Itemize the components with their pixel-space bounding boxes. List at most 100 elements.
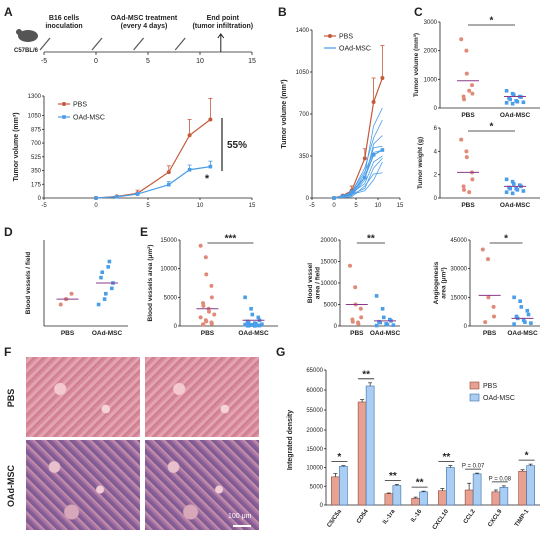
- chartG-legend-oad: OAd-MSC: [483, 395, 515, 402]
- chartA-xtick-label: -5: [41, 203, 47, 209]
- chartA-point: [94, 196, 98, 200]
- chartE2-point: [359, 315, 364, 320]
- chartE2-ytick-label: 5000: [324, 303, 338, 309]
- chartA-xtick-label: 0: [94, 203, 98, 209]
- chartA-ytick-label: 175: [31, 182, 42, 188]
- chartE3-ytick-label: 0: [464, 324, 468, 330]
- chartG-xcat: IL-1ra: [382, 508, 397, 525]
- chartC-weight-ytick-label: 4: [434, 149, 438, 155]
- chartG-bar: [384, 493, 394, 506]
- chartE1-point: [243, 322, 247, 327]
- endpoint-arrow-icon: [217, 33, 225, 52]
- chartG-xcat: CXCL9: [487, 508, 504, 528]
- chartE1-ytick-label: 5000: [164, 295, 178, 301]
- chartA-ytick-label: 1300: [28, 94, 42, 100]
- chartC-volume-point: [510, 101, 515, 106]
- timeline-tick-label: 5: [146, 58, 150, 65]
- row-label-oad: OAd-MSC: [6, 465, 16, 507]
- chartG-ytick-label: 0: [320, 503, 324, 509]
- chartE1-ytick-label: 0: [174, 324, 178, 330]
- chartG-bar: [438, 490, 447, 506]
- event-treatment: OAd-MSC treatment (every 4 days): [111, 15, 178, 30]
- chartE1-xcat: OAd-MSC: [238, 330, 269, 337]
- chartE3-point: [492, 314, 496, 319]
- chartD-xcat: OAd-MSC: [92, 330, 123, 337]
- chartB-legend-oad: OAd-MSC: [339, 46, 371, 53]
- chartE1-point: [246, 323, 251, 328]
- chartE3-point: [529, 321, 533, 325]
- chartG-sig: P = 0.08: [489, 476, 512, 482]
- chartG-ytick-label: 65000: [306, 368, 323, 374]
- chartG-bar: [472, 473, 482, 506]
- chartD-point: [96, 302, 101, 307]
- panel-letter-A: A: [4, 5, 13, 19]
- chartE1-point: [249, 307, 253, 311]
- chartG-bar: [526, 465, 535, 506]
- chartB-legend-pbs: PBS: [339, 34, 353, 41]
- chartC-volume-sig: *: [490, 16, 494, 27]
- chartE3-point: [486, 295, 491, 300]
- chartD-point: [106, 265, 110, 269]
- chartE1-point: [252, 324, 257, 328]
- chartE2-point: [353, 285, 358, 290]
- chartE2-ytick-label: 10000: [320, 281, 337, 287]
- chartE1-point: [212, 312, 217, 317]
- chartG-bar: [518, 470, 527, 506]
- chartG-bar: [365, 385, 375, 506]
- chartE3-point: [514, 314, 519, 319]
- chartB-point: [349, 190, 354, 194]
- chartE1-point: [203, 255, 208, 260]
- row-label-pbs: PBS: [6, 389, 16, 408]
- chartE3-ytick-label: 45000: [450, 238, 467, 244]
- chartG-sig: **: [416, 478, 424, 489]
- chartE1-point: [201, 322, 206, 327]
- chartC-volume-point: [464, 48, 469, 53]
- chartA-legend-pbs-marker: [62, 102, 66, 106]
- chartD-point: [107, 259, 112, 264]
- chartE2-point: [374, 323, 379, 328]
- chartC-weight-point: [521, 189, 526, 193]
- chartG-bar: [339, 466, 348, 506]
- histology-pbs-1: [26, 357, 140, 437]
- chartG-ytick-label: 10000: [306, 466, 323, 472]
- chartA-sig: *: [205, 173, 210, 185]
- chartA-ytick-label: 350: [31, 169, 42, 175]
- chartA-ylabel: Tumor volume (mm³): [13, 112, 20, 181]
- chartG-bar: [392, 485, 402, 506]
- chartE1-point: [250, 323, 255, 327]
- chartE1-ytick-label: 15000: [160, 238, 177, 244]
- timeline-tick-label: 15: [248, 58, 256, 65]
- histology-oad-1: [26, 440, 140, 530]
- chartE2-point: [350, 319, 355, 324]
- chartG-xcat: IL-16: [410, 508, 423, 523]
- chartG-sig: *: [337, 452, 341, 463]
- syringe2-icon: [91, 37, 103, 51]
- chartB-point: [380, 148, 385, 152]
- chartG-ytick-label: 20000: [306, 428, 323, 434]
- syringe3-icon: [133, 37, 145, 51]
- chartC-weight-xcat: OAd-MSC: [500, 202, 531, 209]
- chartB-xtick-label: 0: [332, 203, 336, 209]
- chartE2-point: [348, 263, 352, 268]
- chartE3-point: [480, 247, 485, 252]
- chartC-weight-sig: *: [490, 122, 494, 133]
- chartC-weight-point: [504, 190, 509, 194]
- chartG-sig: *: [525, 451, 529, 462]
- chartE1-point: [257, 323, 262, 328]
- chartE2-point: [374, 294, 379, 298]
- timeline-tick-label: 0: [94, 58, 98, 65]
- chartG-bar: [499, 487, 509, 506]
- chartG-ylabel: Integrated density: [287, 410, 294, 470]
- chartG-xcat: TIMP-1: [514, 508, 531, 528]
- chartC-weight-point: [512, 182, 516, 186]
- chartB-point: [362, 156, 367, 161]
- chartB-point: [380, 76, 385, 80]
- chartC-volume-point: [504, 101, 509, 105]
- chartE1-point: [209, 283, 214, 288]
- chartA-legend-oad-marker: [62, 115, 66, 119]
- chartC-volume-ytick-label: 2000: [424, 49, 438, 55]
- chartE3-point: [518, 299, 522, 303]
- chartA-series-line-0: [95, 119, 211, 199]
- chartC-weight-point: [510, 191, 515, 196]
- chartC-weight-point: [510, 179, 515, 184]
